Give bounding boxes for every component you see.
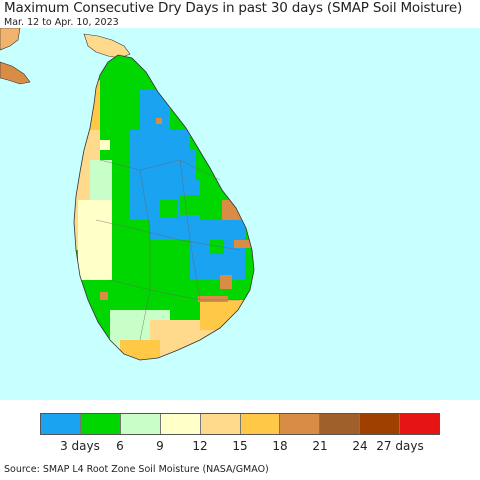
legend-swatch-2 xyxy=(119,414,160,434)
date-range: Mar. 12 to Apr. 10, 2023 xyxy=(4,17,119,28)
legend-swatch-0 xyxy=(41,414,80,434)
legend-color-bar xyxy=(40,413,440,435)
legend-swatch-4 xyxy=(199,414,240,434)
legend-swatch-9 xyxy=(399,414,440,434)
legend-label-5: 18 xyxy=(272,439,288,453)
legend-swatch-5 xyxy=(239,414,280,434)
legend-label-0: 3 days xyxy=(60,439,100,453)
legend-swatch-3 xyxy=(159,414,200,434)
island-outline xyxy=(73,54,255,361)
legend-swatch-7 xyxy=(319,414,360,434)
legend-label-8: 27 days xyxy=(376,439,424,453)
mainland-coast-left xyxy=(0,61,31,85)
island-fill xyxy=(74,55,254,360)
legend-label-7: 24 xyxy=(352,439,368,453)
legend-label-6: 21 xyxy=(312,439,328,453)
ocean xyxy=(0,28,480,400)
district-boundaries xyxy=(95,159,241,341)
jaffna-peninsula xyxy=(83,33,131,59)
legend-label-4: 15 xyxy=(232,439,248,453)
legend-swatch-8 xyxy=(359,414,400,434)
legend-swatch-1 xyxy=(79,414,120,434)
legend-label-3: 12 xyxy=(192,439,208,453)
legend-label-2: 9 xyxy=(156,439,164,453)
map-title: Maximum Consecutive Dry Days in past 30 … xyxy=(4,0,463,16)
sri-lanka-map xyxy=(0,28,480,400)
legend-swatch-6 xyxy=(279,414,320,434)
legend-label-1: 6 xyxy=(116,439,124,453)
mainland-top-left xyxy=(0,28,21,51)
source-credit: Source: SMAP L4 Root Zone Soil Moisture … xyxy=(4,464,269,475)
